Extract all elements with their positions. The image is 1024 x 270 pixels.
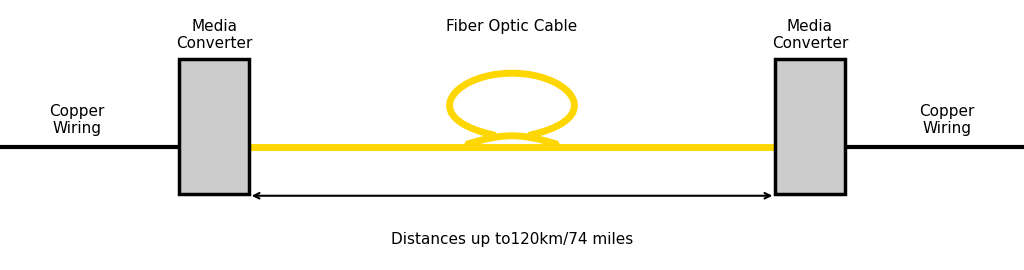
- Bar: [775, 59, 845, 194]
- Bar: [179, 59, 249, 194]
- Text: Distances up to120km/74 miles: Distances up to120km/74 miles: [391, 232, 633, 247]
- Text: Media
Converter: Media Converter: [176, 19, 252, 51]
- Text: Media
Converter: Media Converter: [772, 19, 848, 51]
- Text: Copper
Wiring: Copper Wiring: [49, 104, 104, 136]
- Text: Copper
Wiring: Copper Wiring: [920, 104, 975, 136]
- Text: Fiber Optic Cable: Fiber Optic Cable: [446, 19, 578, 34]
